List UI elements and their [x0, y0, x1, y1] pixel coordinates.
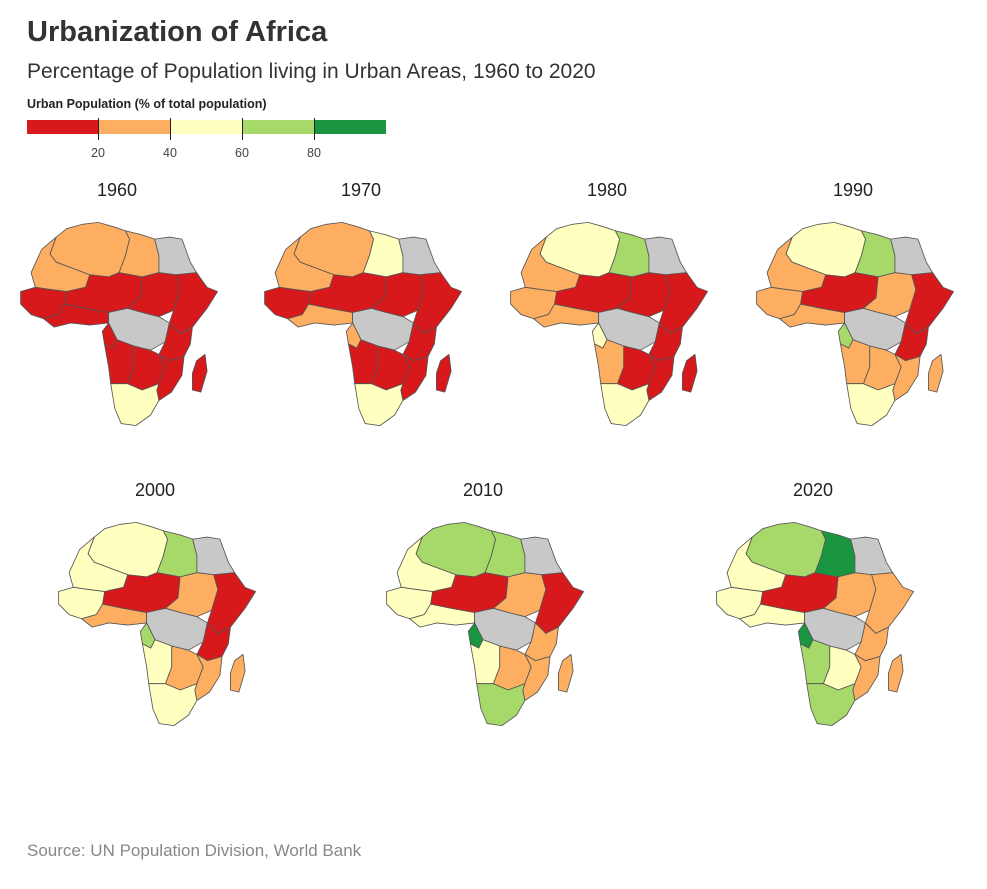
region-madagascar	[192, 353, 208, 393]
map-panel-2020: 2020	[708, 480, 918, 740]
region-madagascar	[558, 653, 574, 693]
region-southern	[600, 383, 650, 427]
legend-swatch-80-100	[314, 120, 386, 134]
legend-swatch-60-80	[242, 120, 315, 134]
region-egypt	[890, 236, 934, 276]
africa-choropleth-map	[20, 221, 218, 427]
map-panel-1980: 1980	[502, 180, 712, 440]
region-egypt	[644, 236, 688, 276]
map-year-label: 1990	[832, 180, 874, 200]
map-panel-1960: 1960	[12, 180, 222, 440]
region-sudan	[617, 272, 671, 318]
map-year-label: 2020	[792, 480, 834, 500]
region-madagascar	[888, 653, 904, 693]
legend-tick-label: 80	[307, 146, 321, 160]
region-sudan	[127, 272, 181, 318]
legend-tick-label: 40	[163, 146, 177, 160]
map-year-label: 2000	[134, 480, 176, 500]
region-mozambique	[522, 653, 551, 701]
legend-tick-mark	[170, 118, 171, 140]
chart-subtitle: Percentage of Population living in Urban…	[27, 60, 596, 83]
region-madagascar	[682, 353, 698, 393]
region-angola	[470, 639, 501, 685]
region-southern	[476, 683, 526, 727]
region-egypt	[192, 536, 236, 576]
map-panel-2000: 2000	[50, 480, 260, 740]
region-angola	[104, 339, 135, 385]
region-angola	[142, 639, 173, 685]
map-year-label: 1970	[340, 180, 382, 200]
chart-title: Urbanization of Africa	[27, 16, 328, 48]
region-sudan	[371, 272, 425, 318]
map-panel-2010: 2010	[378, 480, 588, 740]
legend-swatch-0-20	[27, 120, 99, 134]
legend-swatch-40-60	[170, 120, 243, 134]
legend-tick-label: 60	[235, 146, 249, 160]
map-year-label: 1980	[586, 180, 628, 200]
region-madagascar	[436, 353, 452, 393]
africa-choropleth-map	[58, 521, 256, 727]
region-mozambique	[400, 353, 429, 401]
africa-choropleth-map	[756, 221, 954, 427]
source-note: Source: UN Population Division, World Ba…	[27, 841, 362, 860]
region-angola	[348, 339, 379, 385]
region-mozambique	[194, 653, 223, 701]
region-madagascar	[928, 353, 944, 393]
region-mozambique	[852, 653, 881, 701]
region-mozambique	[156, 353, 185, 401]
region-egypt	[398, 236, 442, 276]
africa-choropleth-map	[264, 221, 462, 427]
region-southern	[110, 383, 160, 427]
region-sudan	[863, 272, 917, 318]
region-southern	[354, 383, 404, 427]
region-egypt	[154, 236, 198, 276]
legend-tick-mark	[314, 118, 315, 140]
legend-tick-mark	[98, 118, 99, 140]
region-southern	[806, 683, 856, 727]
africa-choropleth-map	[386, 521, 584, 727]
map-year-label: 1960	[96, 180, 138, 200]
africa-choropleth-map	[510, 221, 708, 427]
africa-choropleth-map	[716, 521, 914, 727]
legend-tick-mark	[242, 118, 243, 140]
region-angola	[800, 639, 831, 685]
region-mozambique	[646, 353, 675, 401]
region-madagascar	[230, 653, 246, 693]
region-egypt	[850, 536, 894, 576]
region-southern	[148, 683, 198, 727]
region-southern	[846, 383, 896, 427]
region-sudan	[823, 572, 877, 618]
map-panel-1970: 1970	[256, 180, 466, 440]
region-sudan	[493, 572, 547, 618]
region-egypt	[520, 536, 564, 576]
legend-tick-label: 20	[91, 146, 105, 160]
legend-color-bar	[27, 120, 386, 134]
legend-title: Urban Population (% of total population)	[27, 97, 267, 111]
region-angola	[840, 339, 871, 385]
map-panel-1990: 1990	[748, 180, 958, 440]
legend-swatch-20-40	[98, 120, 171, 134]
region-angola	[594, 339, 625, 385]
region-mozambique	[892, 353, 921, 401]
region-sudan	[165, 572, 219, 618]
map-year-label: 2010	[462, 480, 504, 500]
